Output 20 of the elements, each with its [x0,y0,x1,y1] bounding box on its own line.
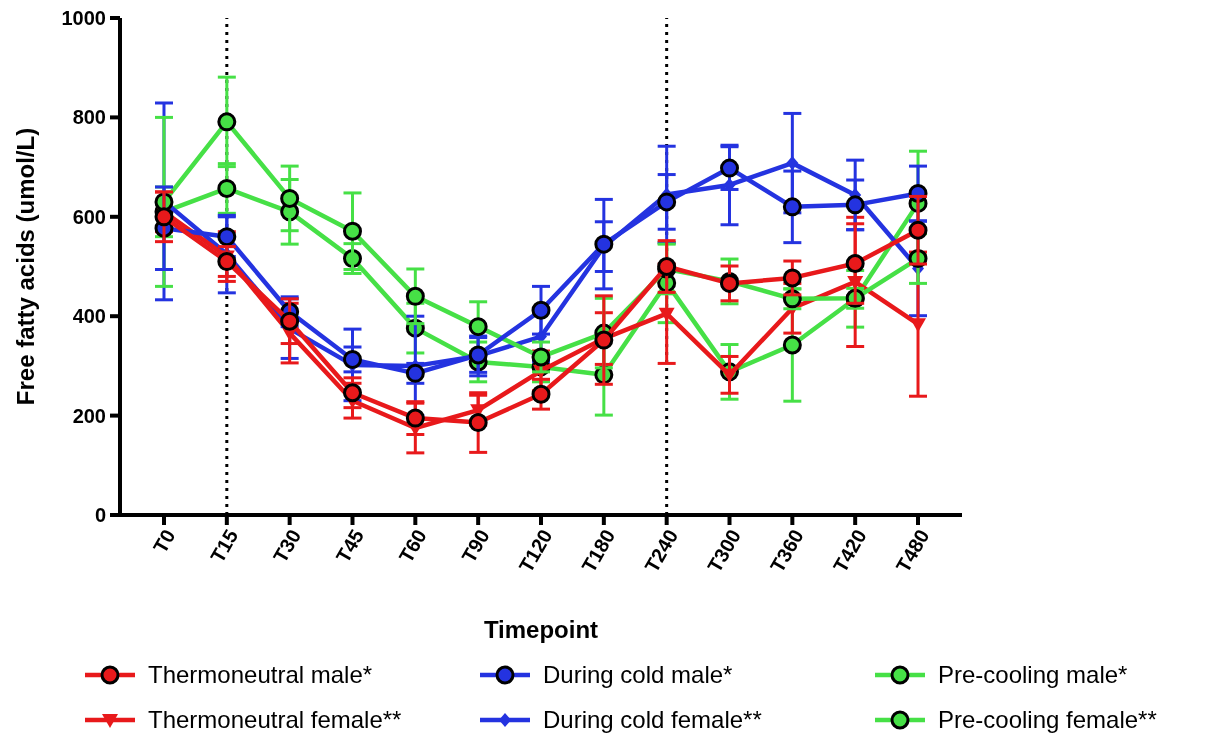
legend-label: Thermoneutral female** [148,706,402,734]
y-tick-label: 1000 [61,7,106,29]
x-tick-label: T30 [268,525,306,567]
legend-label: During cold male* [543,661,733,689]
x-axis-title: Timepoint [483,616,599,643]
y-tick-label: 800 [72,106,106,129]
x-tick-label: T90 [457,525,494,567]
y-tick-label: 200 [72,404,106,427]
x-tick-label: T15 [206,525,243,567]
x-tick-label: T0 [148,525,180,557]
legend-label: Pre-cooling male* [938,661,1128,689]
y-tick-label: 400 [72,305,106,328]
y-tick-label: 600 [72,205,106,228]
legend-label: Pre-cooling female** [938,706,1157,734]
x-tick-label: T45 [331,525,369,567]
y-axis-title: Free fatty acids (umol/L) [12,127,39,406]
legend-label: Thermoneutral male* [148,661,373,689]
y-tick-label: 0 [94,504,106,526]
x-tick-label: T60 [394,525,431,567]
legend-label: During cold female** [543,706,762,734]
